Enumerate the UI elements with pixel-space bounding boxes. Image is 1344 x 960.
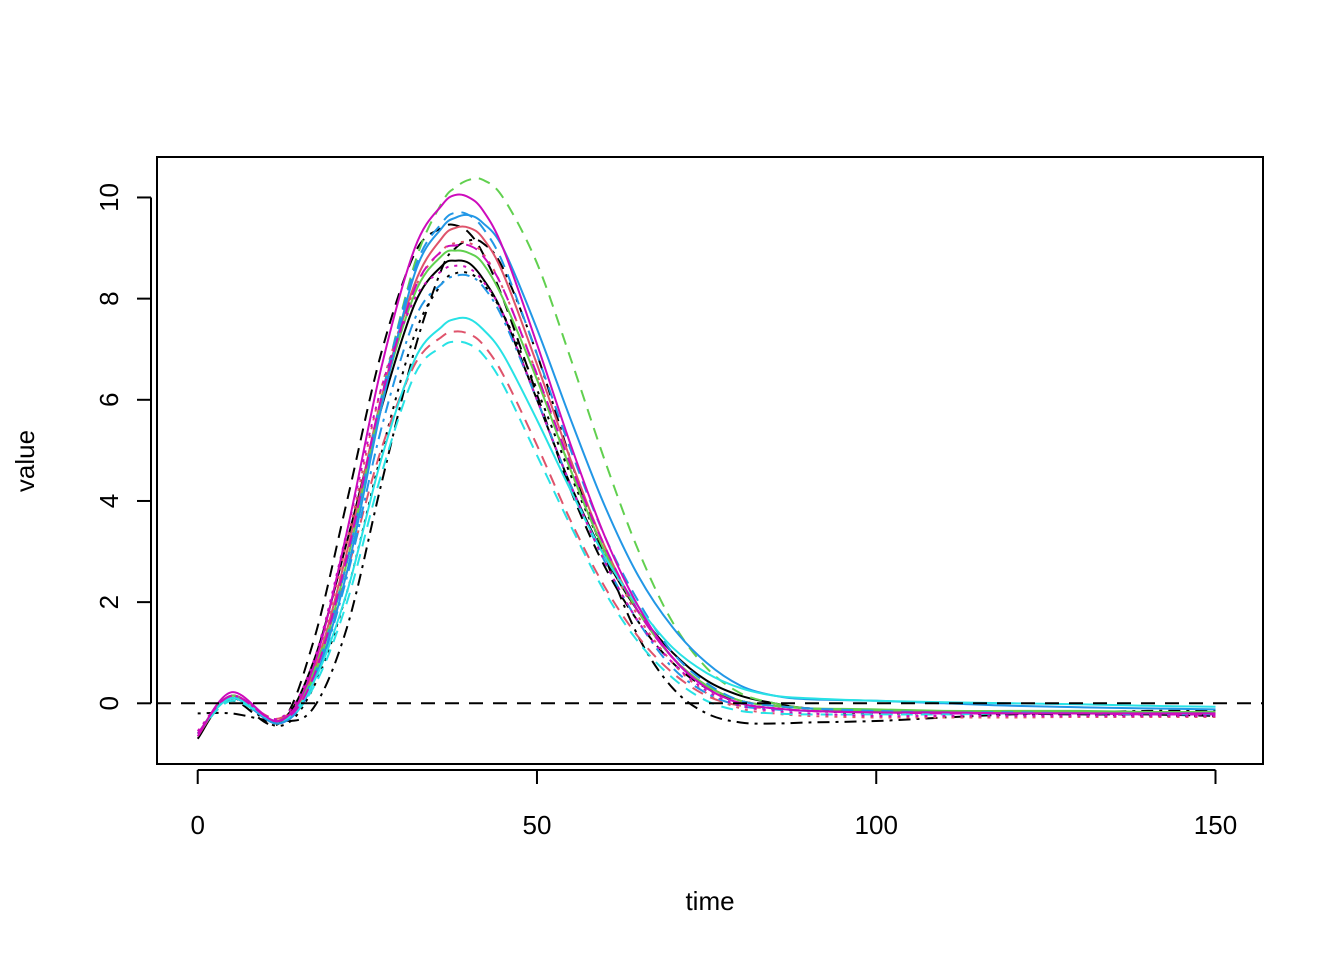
x-axis-title: time	[685, 886, 734, 916]
series-line-5	[196, 225, 1216, 737]
y-tick-label: 6	[94, 393, 124, 407]
series-line-10	[196, 213, 1216, 735]
y-tick-label: 4	[94, 494, 124, 508]
x-tick-label: 100	[855, 810, 898, 840]
series-line-3	[196, 271, 1216, 735]
x-tick-label: 150	[1194, 810, 1237, 840]
x-axis: 0 50 100 150	[190, 769, 1237, 840]
series-line-8	[196, 249, 1216, 735]
series-line-15	[196, 193, 1216, 737]
x-tick-label: 50	[523, 810, 552, 840]
y-tick-label: 10	[94, 183, 124, 212]
y-axis-title: value	[10, 430, 40, 492]
y-tick-label: 2	[94, 595, 124, 609]
x-tick-label: 0	[190, 810, 204, 840]
series-line-14	[196, 340, 1216, 735]
series-line-9	[196, 177, 1216, 735]
series-line-13	[196, 316, 1216, 735]
y-axis: 0 2 4 6 8 10	[94, 183, 152, 711]
series-line-16	[196, 243, 1216, 735]
series-line-2	[196, 223, 1216, 735]
plot-frame	[156, 156, 1264, 765]
series-line-4	[197, 238, 1216, 725]
y-tick-label: 8	[94, 291, 124, 305]
series-line-11	[196, 211, 1216, 735]
y-tick-label: 0	[94, 696, 124, 710]
series-line-7	[196, 240, 1216, 732]
series-line-12	[196, 273, 1216, 735]
series-line-17	[196, 264, 1216, 732]
series-layer	[196, 177, 1216, 740]
